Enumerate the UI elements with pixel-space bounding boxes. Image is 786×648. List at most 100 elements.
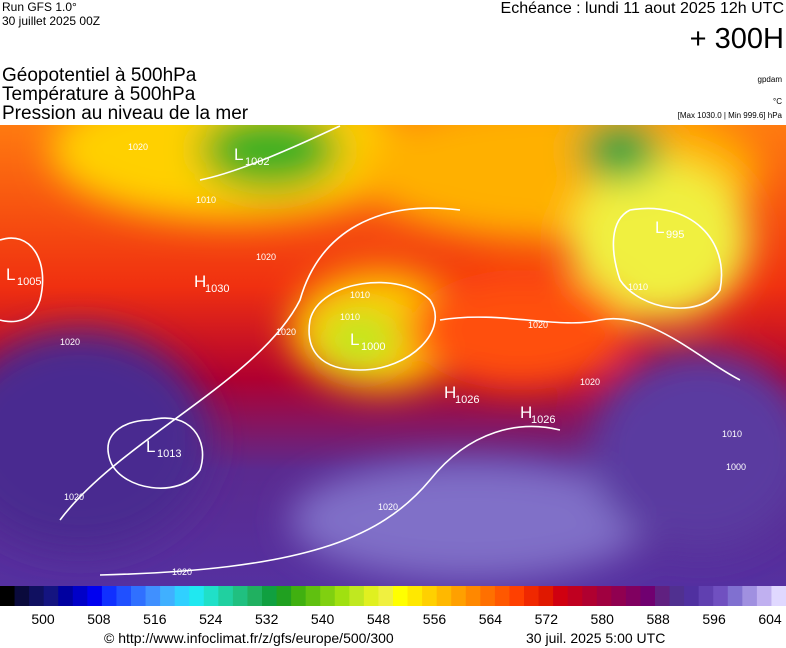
colorbar-swatch — [422, 586, 438, 606]
title-geopotential: Géopotentiel à 500hPa — [2, 65, 197, 86]
colorbar-swatch — [640, 586, 656, 606]
isobars — [0, 125, 741, 576]
colorbar-swatch — [262, 586, 278, 606]
footer-url: © http://www.infoclimat.fr/z/gfs/europe/… — [104, 630, 394, 646]
center-value: 1026 — [455, 394, 479, 406]
colorbar-swatch — [305, 586, 321, 606]
colorbar-swatch — [393, 586, 409, 606]
colorbar-label: 540 — [311, 611, 335, 627]
colorbar-swatch — [29, 586, 45, 606]
center-letter: L — [146, 437, 155, 456]
colorbar-swatch — [145, 586, 161, 606]
colorbar-swatch — [14, 586, 30, 606]
colorbar-label: 556 — [423, 611, 447, 627]
center-letter: H — [520, 403, 532, 422]
colorbar-swatch — [160, 586, 176, 606]
title-pressure: Pression au niveau de la mer — [2, 103, 249, 124]
colorbar-swatch — [480, 586, 496, 606]
colorbar-label: 508 — [87, 611, 111, 627]
colorbar-swatch — [43, 586, 59, 606]
colorbar-label: 588 — [646, 611, 670, 627]
colorbar-swatch — [72, 586, 88, 606]
colorbar-swatch — [698, 586, 714, 606]
colorbar-swatch — [276, 586, 292, 606]
colorbar-label: 548 — [367, 611, 391, 627]
footer-timestamp: 30 juil. 2025 5:00 UTC — [526, 630, 665, 646]
colorbar-label: 516 — [143, 611, 167, 627]
colorbar-swatch — [436, 586, 452, 606]
isobar-label: 1020 — [60, 337, 80, 347]
colorbar: 500 508 516 524 532 540 548 556 564 572 580 588 596 6… — [0, 586, 786, 627]
colorbar-label: 604 — [758, 611, 782, 627]
colorbar-label: 532 — [255, 611, 279, 627]
colorbar-swatch — [567, 586, 583, 606]
isobar-label: 1020 — [256, 252, 276, 262]
colorbar-swatch — [742, 586, 758, 606]
isobar-label: 1010 — [196, 195, 216, 205]
colorbar-swatch — [538, 586, 554, 606]
colorbar-swatch — [756, 586, 772, 606]
center-value: 1030 — [205, 283, 229, 295]
run-date: 30 juillet 2025 00Z — [2, 14, 100, 28]
unit-celsius: °C — [773, 97, 782, 106]
colorbar-swatch — [465, 586, 481, 606]
colorbar-swatch — [131, 586, 147, 606]
colorbar-swatch — [451, 586, 467, 606]
colorbar-swatch — [320, 586, 336, 606]
colorbar-label: 572 — [535, 611, 559, 627]
colorbar-swatch — [247, 586, 263, 606]
colorbar-swatch — [494, 586, 510, 606]
colorbar-label: 580 — [591, 611, 615, 627]
colorbar-swatch — [203, 586, 219, 606]
isobar-label: 1010 — [722, 429, 742, 439]
isobar-label: 1020 — [378, 502, 398, 512]
center-value: 1000 — [361, 341, 385, 353]
run-label: Run GFS 1.0° — [2, 0, 77, 14]
center-letter: H — [444, 383, 456, 402]
colorbar-swatch — [669, 586, 685, 606]
colorbar-swatch — [189, 586, 205, 606]
colorbar-swatch — [509, 586, 525, 606]
isobar-label: 1010 — [628, 282, 648, 292]
colorbar-label: 524 — [199, 611, 223, 627]
colorbar-swatch — [611, 586, 627, 606]
isobar-label: 1020 — [276, 327, 296, 337]
horizon: + 300H — [690, 23, 784, 55]
colorbar-swatch — [101, 586, 117, 606]
map — [0, 125, 786, 586]
colorbar-label: 564 — [479, 611, 503, 627]
colorbar-swatch — [524, 586, 540, 606]
unit-pressure: [Max 1030.0 | Min 999.6] hPa — [678, 111, 783, 120]
isobar-labels: 1020 1010 1020 1020 1020 1010 1020 1020 1010 1000… — [60, 142, 746, 577]
isobar-label: 1020 — [64, 492, 84, 502]
field — [0, 125, 786, 580]
colorbar-swatch — [232, 586, 248, 606]
colorbar-swatch — [596, 586, 612, 606]
colorbar-swatch — [625, 586, 641, 606]
colorbar-swatch — [582, 586, 598, 606]
colorbar-swatch — [713, 586, 729, 606]
center-letter: L — [350, 330, 359, 349]
colorbar-swatch — [655, 586, 671, 606]
center-letter: L — [6, 265, 15, 284]
colorbar-swatch — [553, 586, 569, 606]
isobar-label: 1020 — [172, 567, 192, 577]
center-letter: L — [655, 218, 664, 237]
center-value: 1002 — [245, 156, 269, 168]
colorbar-swatch — [407, 586, 423, 606]
colorbar-swatch — [174, 586, 190, 606]
colorbar-swatch — [116, 586, 132, 606]
colorbar-swatch — [58, 586, 74, 606]
center-letter: L — [234, 145, 243, 164]
center-value: 995 — [666, 229, 684, 241]
isobar-label: 1010 — [350, 290, 370, 300]
unit-gpdam: gpdam — [758, 75, 783, 84]
colorbar-swatch — [771, 586, 786, 606]
center-value: 1005 — [17, 276, 41, 288]
colorbar-label: 596 — [702, 611, 726, 627]
colorbar-swatch — [349, 586, 365, 606]
colorbar-swatch — [334, 586, 350, 606]
colorbar-swatch — [363, 586, 379, 606]
